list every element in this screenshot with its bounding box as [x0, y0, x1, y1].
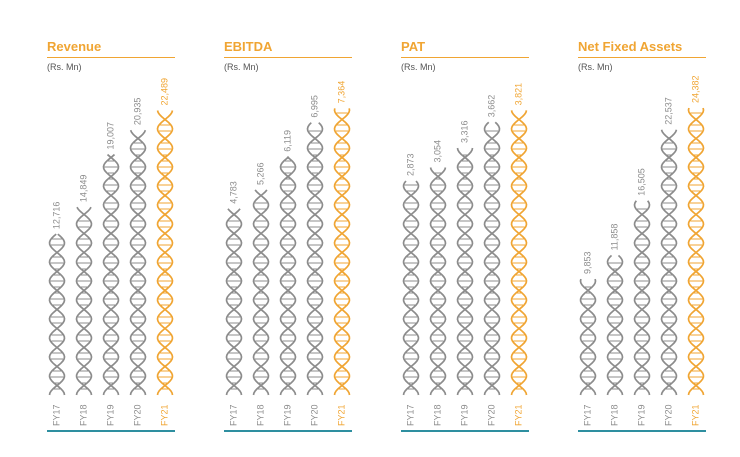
title-rule	[47, 57, 175, 58]
chart-title: PAT	[401, 39, 426, 54]
unit-label: (Rs. Mn)	[401, 62, 436, 72]
value-label: 3,054	[432, 140, 442, 163]
helix-bar	[102, 153, 120, 396]
helix-bar	[252, 189, 270, 396]
pat-panel: PAT (Rs. Mn) 2,873 FY17 3,054 FY18 3,316 FY19…	[401, 0, 541, 457]
value-label: 11,858	[609, 224, 619, 251]
title-rule	[401, 57, 529, 58]
helix-bar	[510, 110, 528, 396]
helix-bar	[429, 167, 447, 396]
title-rule	[224, 57, 352, 58]
category-label: FY19	[636, 404, 646, 426]
value-label: 6,995	[309, 95, 319, 118]
value-label: 22,537	[663, 97, 673, 125]
helix-bar	[579, 278, 597, 396]
helix-bar	[687, 107, 705, 396]
value-label: 20,935	[132, 98, 142, 126]
helix-bar	[75, 206, 93, 396]
helix-bar	[156, 110, 174, 396]
value-label: 12,716	[51, 202, 61, 230]
chart-title: Net Fixed Assets	[578, 39, 683, 54]
category-label: FY19	[105, 404, 115, 426]
chart-title: EBITDA	[224, 39, 273, 54]
category-label: FY21	[336, 404, 346, 426]
value-label: 16,505	[636, 168, 646, 196]
value-label: 3,821	[513, 83, 523, 106]
category-label: FY21	[159, 404, 169, 426]
category-label: FY17	[51, 404, 61, 426]
baseline-rule	[578, 430, 706, 432]
net-fixed-assets-panel: Net Fixed Assets (Rs. Mn) 9,853 FY17 11,85…	[578, 0, 718, 457]
category-label: FY20	[663, 404, 673, 426]
helix-bar	[129, 129, 147, 396]
baseline-rule	[47, 430, 175, 432]
helix-bar	[483, 121, 501, 396]
category-label: FY20	[309, 404, 319, 426]
helix-bar	[279, 156, 297, 396]
net-fixed-assets-chart: 9,853 FY17 11,858 FY18 16,505 FY19 22,537 FY20 2…	[579, 75, 705, 426]
helix-bar	[306, 122, 324, 396]
category-label: FY17	[582, 404, 592, 426]
helix-bar	[333, 108, 351, 396]
helix-bar	[402, 180, 420, 396]
pat-chart: 2,873 FY17 3,054 FY18 3,316 FY19 3,662 FY20 3,82…	[402, 83, 528, 426]
value-label: 3,316	[459, 120, 469, 143]
category-label: FY21	[690, 404, 700, 426]
helix-bar	[225, 208, 243, 396]
value-label: 14,849	[78, 175, 88, 203]
value-label: 9,853	[582, 251, 592, 274]
category-label: FY19	[459, 404, 469, 426]
baseline-rule	[401, 430, 529, 432]
category-label: FY18	[255, 404, 265, 426]
category-label: FY20	[132, 404, 142, 426]
helix-bar	[456, 147, 474, 396]
chart-title: Revenue	[47, 39, 102, 54]
unit-label: (Rs. Mn)	[578, 62, 613, 72]
category-label: FY18	[609, 404, 619, 426]
value-label: 2,873	[405, 153, 415, 176]
ebitda-chart: 4,783 FY17 5,266 FY18 6,119 FY19 6,995 FY20 7,36…	[225, 81, 351, 426]
unit-label: (Rs. Mn)	[47, 62, 82, 72]
value-label: 22,489	[159, 78, 169, 106]
category-label: FY18	[432, 404, 442, 426]
unit-label: (Rs. Mn)	[224, 62, 259, 72]
value-label: 24,382	[690, 75, 700, 103]
title-rule	[578, 57, 706, 58]
category-label: FY21	[513, 404, 523, 426]
value-label: 3,662	[486, 95, 496, 118]
revenue-panel: Revenue (Rs. Mn) 12,716 FY17 14,849 FY18 19,…	[47, 0, 187, 457]
helix-bar	[48, 233, 66, 396]
category-label: FY17	[228, 404, 238, 426]
category-label: FY20	[486, 404, 496, 426]
category-label: FY17	[405, 404, 415, 426]
helix-bar	[660, 129, 678, 396]
value-label: 19,007	[105, 122, 115, 150]
revenue-chart: 12,716 FY17 14,849 FY18 19,007 FY19 20,935 FY20…	[48, 78, 174, 426]
category-label: FY18	[78, 404, 88, 426]
value-label: 7,364	[336, 81, 346, 104]
value-label: 5,266	[255, 162, 265, 185]
category-label: FY19	[282, 404, 292, 426]
value-label: 4,783	[228, 181, 238, 204]
ebitda-panel: EBITDA (Rs. Mn) 4,783 FY17 5,266 FY18 6,119 F…	[224, 0, 364, 457]
helix-bar	[606, 254, 624, 396]
baseline-rule	[224, 430, 352, 432]
helix-bar	[633, 200, 651, 396]
value-label: 6,119	[282, 130, 292, 152]
